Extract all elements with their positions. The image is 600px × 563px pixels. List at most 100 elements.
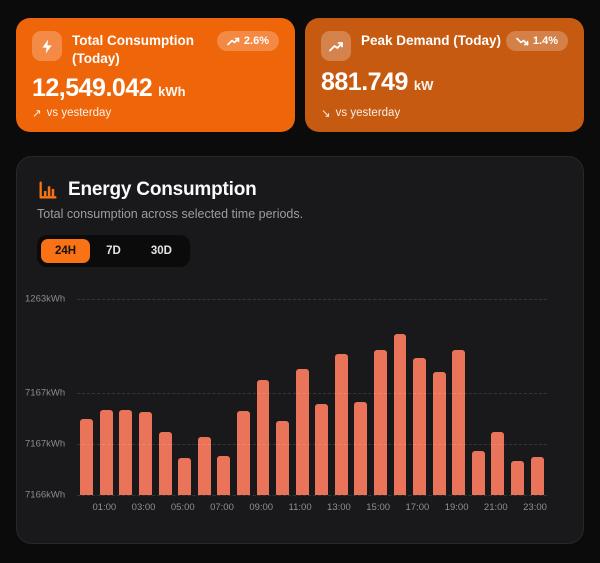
bar-slot: [77, 299, 97, 495]
stat-value: 881.749: [321, 68, 408, 96]
bar-18:00[interactable]: [432, 372, 446, 495]
x-axis-tick-label: [351, 502, 366, 513]
energy-consumption-card: Energy Consumption Total consumption acr…: [16, 156, 584, 544]
x-axis-tick-label: [77, 502, 92, 513]
x-axis-tick-label: [429, 502, 444, 513]
tab-7d[interactable]: 7D: [92, 239, 135, 263]
y-axis-tick-label: 7167kWh: [25, 387, 66, 399]
bar-12:00[interactable]: [315, 403, 329, 495]
bar-chart: 1263kWh 7167kWh 7167kWh 7166kWh: [25, 294, 547, 501]
bar-09:00[interactable]: [256, 380, 270, 495]
bar-slot: [312, 299, 332, 495]
bar-slot: [97, 299, 117, 495]
bar-14:00[interactable]: [354, 401, 368, 495]
bar-04:00[interactable]: [158, 432, 172, 495]
bar-chart-icon: [37, 180, 58, 201]
tab-30d[interactable]: 30D: [137, 239, 186, 263]
bar-22:00[interactable]: [511, 461, 524, 495]
stat-unit: kWh: [158, 84, 186, 100]
bar-01:00[interactable]: [99, 409, 113, 495]
bar-slot: [449, 299, 469, 495]
x-axis-tick-label: 03:00: [131, 502, 156, 513]
bar-slot: [116, 299, 136, 495]
stat-value: 12,549.042: [32, 74, 153, 103]
x-axis-tick-label: 09:00: [249, 502, 274, 513]
bar-slot: [469, 299, 489, 495]
bar-15:00[interactable]: [374, 349, 387, 495]
bar-slot: [410, 299, 430, 495]
trending-up-icon: [227, 37, 240, 45]
bar-slot: [332, 299, 352, 495]
bar-16:00[interactable]: [393, 333, 407, 495]
gridline: [77, 393, 547, 395]
x-axis-tick-label: [155, 502, 170, 513]
bar-slot: [194, 299, 214, 495]
x-axis-tick-label: 07:00: [210, 502, 234, 513]
x-axis-tick-label: 05:00: [170, 502, 195, 513]
bar-00:00[interactable]: [80, 418, 94, 495]
total-consumption-card: Total Consumption (Today) 2.6% 12,549.04…: [16, 18, 295, 132]
x-axis-tick-label: [273, 502, 288, 513]
bar-10:00[interactable]: [276, 420, 290, 495]
bar-05:00[interactable]: [178, 458, 192, 495]
stat-cards-row: Total Consumption (Today) 2.6% 12,549.04…: [16, 18, 584, 132]
x-axis-tick-label: [234, 502, 249, 513]
zap-icon: [32, 31, 62, 61]
arrow-up-right-icon: ↗: [32, 108, 42, 120]
badge-value: 1.4%: [532, 35, 558, 47]
bar-07:00[interactable]: [217, 456, 231, 495]
bar-slot: [508, 299, 528, 495]
trending-up-icon: [321, 31, 351, 61]
y-axis-tick-label: 1263kWh: [25, 293, 66, 305]
bar-17:00[interactable]: [413, 358, 427, 495]
bar-11:00[interactable]: [295, 369, 309, 495]
x-axis-labels: 01:00 03:00 05:00 07:00 09:00 11:00 13:00 15:00…: [77, 502, 547, 513]
y-axis-tick-label: 7167kWh: [25, 438, 66, 450]
gridline: [77, 444, 547, 446]
bar-slot: [351, 299, 371, 495]
bar-slot: [175, 299, 195, 495]
bar-slot: [292, 299, 312, 495]
x-axis-tick-label: [508, 502, 523, 513]
gridline: [77, 299, 547, 300]
trending-down-icon: [516, 37, 529, 45]
x-axis-tick-label: 19:00: [444, 502, 469, 513]
trend-badge: 1.4%: [505, 31, 568, 51]
bar-23:00[interactable]: [530, 457, 544, 495]
bar-slot: [390, 299, 410, 495]
bar-slot: [273, 299, 293, 495]
card-title: Total Consumption (Today): [72, 33, 194, 66]
x-axis-tick-label: 17:00: [405, 502, 430, 513]
bar-slot: [214, 299, 234, 495]
bar-20:00[interactable]: [471, 451, 485, 495]
bar-slot: [429, 299, 449, 495]
x-axis-tick-label: 11:00: [288, 502, 312, 513]
bar-06:00[interactable]: [197, 437, 211, 495]
bar-08:00[interactable]: [236, 410, 250, 495]
x-axis-tick-label: 15:00: [366, 502, 391, 513]
bar-slot: [488, 299, 508, 495]
badge-value: 2.6%: [243, 35, 269, 47]
x-axis-tick-label: [390, 502, 405, 513]
tab-24h[interactable]: 24H: [41, 239, 91, 263]
x-axis-tick-label: [468, 502, 483, 513]
x-axis-tick-label: 21:00: [483, 502, 508, 513]
arrow-down-right-icon: ↘: [321, 108, 331, 120]
bar-13:00[interactable]: [334, 353, 348, 495]
stat-unit: kW: [413, 78, 434, 93]
chart-subtitle: Total consumption across selected time p…: [37, 207, 304, 221]
bar-19:00[interactable]: [452, 349, 466, 495]
x-axis-tick-label: [195, 502, 210, 513]
bar-21:00[interactable]: [491, 432, 505, 495]
bar-slot: [253, 299, 273, 495]
x-axis-tick-label: 13:00: [327, 502, 351, 513]
bar-02:00[interactable]: [119, 409, 133, 495]
vs-yesterday-note: ↘ vs yesterday: [321, 107, 401, 120]
bar-03:00[interactable]: [139, 411, 152, 495]
gridline: [77, 495, 547, 496]
bar-slot: [371, 299, 391, 495]
bar-slot: [155, 299, 175, 495]
y-axis-tick-label: 7166kWh: [25, 489, 66, 501]
vs-yesterday-note: ↗ vs yesterday: [32, 107, 112, 120]
card-title: Peak Demand (Today): [361, 33, 502, 48]
